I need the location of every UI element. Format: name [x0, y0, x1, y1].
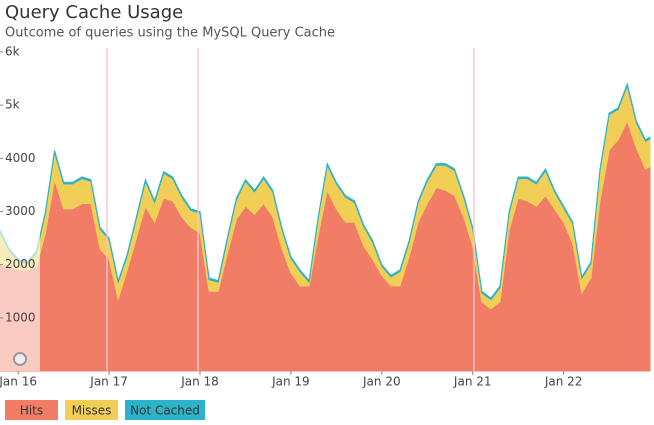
- x-tick-label: Jan 22: [544, 375, 583, 389]
- legend-swatch: [125, 400, 205, 420]
- legend-label: Hits: [20, 404, 43, 418]
- x-tick-label: Jan 19: [271, 375, 310, 389]
- legend-item[interactable]: Misses: [65, 400, 118, 420]
- y-tick-label: 3000: [5, 204, 36, 218]
- legend-swatch: [5, 400, 58, 420]
- legend-item[interactable]: Hits: [5, 400, 58, 420]
- y-tick-label: 4000: [5, 151, 36, 165]
- x-tick-label: Jan 21: [453, 375, 492, 389]
- area-0: [0, 119, 651, 372]
- selection-shade: [0, 48, 40, 371]
- legend-swatch: [65, 400, 118, 420]
- y-tick-label: 2000: [5, 257, 36, 271]
- y-tick-label: 5k: [5, 98, 20, 112]
- zoom-handle[interactable]: [13, 352, 27, 366]
- y-tick-label: 6k: [5, 45, 20, 59]
- area-2: [0, 82, 651, 301]
- x-tick-label: Jan 16: [0, 375, 37, 389]
- y-tick-label: 1000: [5, 310, 36, 324]
- plot-area: [0, 82, 651, 372]
- legend-label: Not Cached: [130, 404, 200, 418]
- x-tick-label: Jan 17: [89, 375, 128, 389]
- legend-item[interactable]: Not Cached: [125, 400, 205, 420]
- x-tick-label: Jan 18: [180, 375, 219, 389]
- chart-title: Query Cache Usage: [5, 2, 183, 23]
- legend-label: Misses: [72, 404, 112, 418]
- x-tick-label: Jan 20: [362, 375, 401, 389]
- chart-subtitle: Outcome of queries using the MySQL Query…: [5, 26, 335, 41]
- annotations: [0, 48, 475, 371]
